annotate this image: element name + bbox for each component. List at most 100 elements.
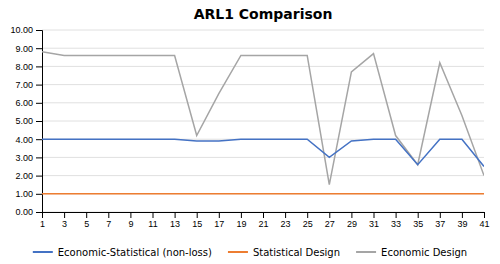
x-tick-label: 33 xyxy=(391,219,401,229)
y-tick: 1.00 xyxy=(15,189,42,199)
grid-line xyxy=(42,193,484,194)
y-tick-label: 4.00 xyxy=(15,135,33,145)
x-tick: 33 xyxy=(391,212,401,229)
y-tick-label: 5.00 xyxy=(15,116,33,126)
x-tick: 23 xyxy=(281,212,291,229)
x-tick: 27 xyxy=(325,212,335,229)
x-tick-label: 15 xyxy=(192,219,202,229)
x-tick-mark xyxy=(263,212,264,218)
legend-swatch xyxy=(33,251,53,253)
y-tick-mark xyxy=(36,85,42,86)
x-tick-label: 29 xyxy=(347,219,357,229)
x-tick: 15 xyxy=(192,212,202,229)
x-tick-mark xyxy=(484,212,485,218)
legend: Economic-Statistical (non-loss) Statistic… xyxy=(33,247,467,258)
legend-label: Statistical Design xyxy=(253,247,340,258)
grid xyxy=(42,30,484,212)
lines xyxy=(42,52,484,194)
x-tick: 41 xyxy=(479,212,489,229)
x-tick-label: 19 xyxy=(236,219,246,229)
x-tick-label: 17 xyxy=(214,219,224,229)
x-tick: 29 xyxy=(347,212,357,229)
y-tick-mark xyxy=(36,30,42,31)
y-tick: 10.00 xyxy=(10,25,42,35)
x-tick: 31 xyxy=(369,212,379,229)
y-tick: 7.00 xyxy=(15,80,42,90)
x-tick-label: 9 xyxy=(128,219,133,229)
x-tick-mark xyxy=(462,212,463,218)
x-tick: 3 xyxy=(62,212,67,229)
x-tick-label: 21 xyxy=(258,219,268,229)
x-tick: 9 xyxy=(128,212,133,229)
grid-line xyxy=(42,157,484,158)
y-tick-mark xyxy=(36,103,42,104)
y-tick: 5.00 xyxy=(15,116,42,126)
x-tick-mark xyxy=(374,212,375,218)
grid-line xyxy=(42,30,484,31)
x-tick-mark xyxy=(329,212,330,218)
grid-line xyxy=(42,84,484,85)
y-tick-mark xyxy=(36,66,42,67)
x-tick: 35 xyxy=(413,212,423,229)
axis-domain xyxy=(36,31,43,213)
legend-label: Economic Design xyxy=(381,247,467,258)
x-tick-mark xyxy=(130,212,131,218)
y-tick-mark xyxy=(36,121,42,122)
series-line xyxy=(42,193,484,195)
y-tick: 0.00 xyxy=(15,207,42,217)
legend-swatch xyxy=(228,251,248,253)
y-tick-label: 10.00 xyxy=(10,25,33,35)
x-tick-mark xyxy=(418,212,419,218)
x-tick: 37 xyxy=(435,212,445,229)
x-tick-label: 7 xyxy=(106,219,111,229)
y-tick-label: 3.00 xyxy=(15,153,33,163)
x-tick-label: 25 xyxy=(303,219,313,229)
x-tick-mark xyxy=(42,212,43,218)
y-tick: 9.00 xyxy=(15,44,42,54)
grid-line xyxy=(42,121,484,122)
y-tick: 6.00 xyxy=(15,98,42,108)
x-tick-mark xyxy=(285,212,286,218)
legend-item: Economic-Statistical (non-loss) xyxy=(33,247,212,258)
y-tick-mark xyxy=(36,194,42,195)
y-tick-label: 9.00 xyxy=(15,44,33,54)
y-tick-mark xyxy=(36,176,42,177)
y-axis: 0.00 1.00 2.00 3.00 4.00 5.00 6.00 7.00 8.00 9.00… xyxy=(10,25,42,217)
x-tick-label: 31 xyxy=(369,219,379,229)
y-tick: 3.00 xyxy=(15,153,42,163)
x-tick-label: 37 xyxy=(435,219,445,229)
title: ARL1 Comparison xyxy=(194,6,333,22)
x-tick: 7 xyxy=(106,212,111,229)
y-tick-mark xyxy=(36,157,42,158)
x-tick-mark xyxy=(153,212,154,218)
grid-line xyxy=(42,175,484,176)
x-tick-label: 3 xyxy=(62,219,67,229)
x-tick-mark xyxy=(108,212,109,218)
y-tick-label: 1.00 xyxy=(15,189,33,199)
x-tick-mark xyxy=(440,212,441,218)
x-tick-label: 1 xyxy=(40,219,45,229)
x-tick: 39 xyxy=(457,212,467,229)
x-tick: 21 xyxy=(258,212,268,229)
y-tick-label: 0.00 xyxy=(15,207,33,217)
y-tick: 2.00 xyxy=(15,171,42,181)
x-tick-mark xyxy=(241,212,242,218)
grid-line xyxy=(42,66,484,67)
y-tick-label: 7.00 xyxy=(15,80,33,90)
x-tick-label: 35 xyxy=(413,219,423,229)
x-tick-mark xyxy=(307,212,308,218)
chart: 0.00 1.00 2.00 3.00 4.00 5.00 6.00 7.00 8.00 9.00… xyxy=(0,0,500,264)
x-tick-label: 5 xyxy=(84,219,89,229)
x-tick: 17 xyxy=(214,212,224,229)
plot: 0.00 1.00 2.00 3.00 4.00 5.00 6.00 7.00 8.00 9.00… xyxy=(10,25,489,229)
grid-line xyxy=(42,102,484,103)
x-tick: 5 xyxy=(84,212,89,229)
x-tick: 1 xyxy=(40,212,45,229)
y-tick-label: 8.00 xyxy=(15,62,33,72)
grid-line xyxy=(42,48,484,49)
y-tick-label: 2.00 xyxy=(15,171,33,181)
y-tick-mark xyxy=(36,48,42,49)
series-line xyxy=(42,52,484,185)
y-tick-label: 6.00 xyxy=(15,98,33,108)
legend-label: Economic-Statistical (non-loss) xyxy=(58,247,212,258)
